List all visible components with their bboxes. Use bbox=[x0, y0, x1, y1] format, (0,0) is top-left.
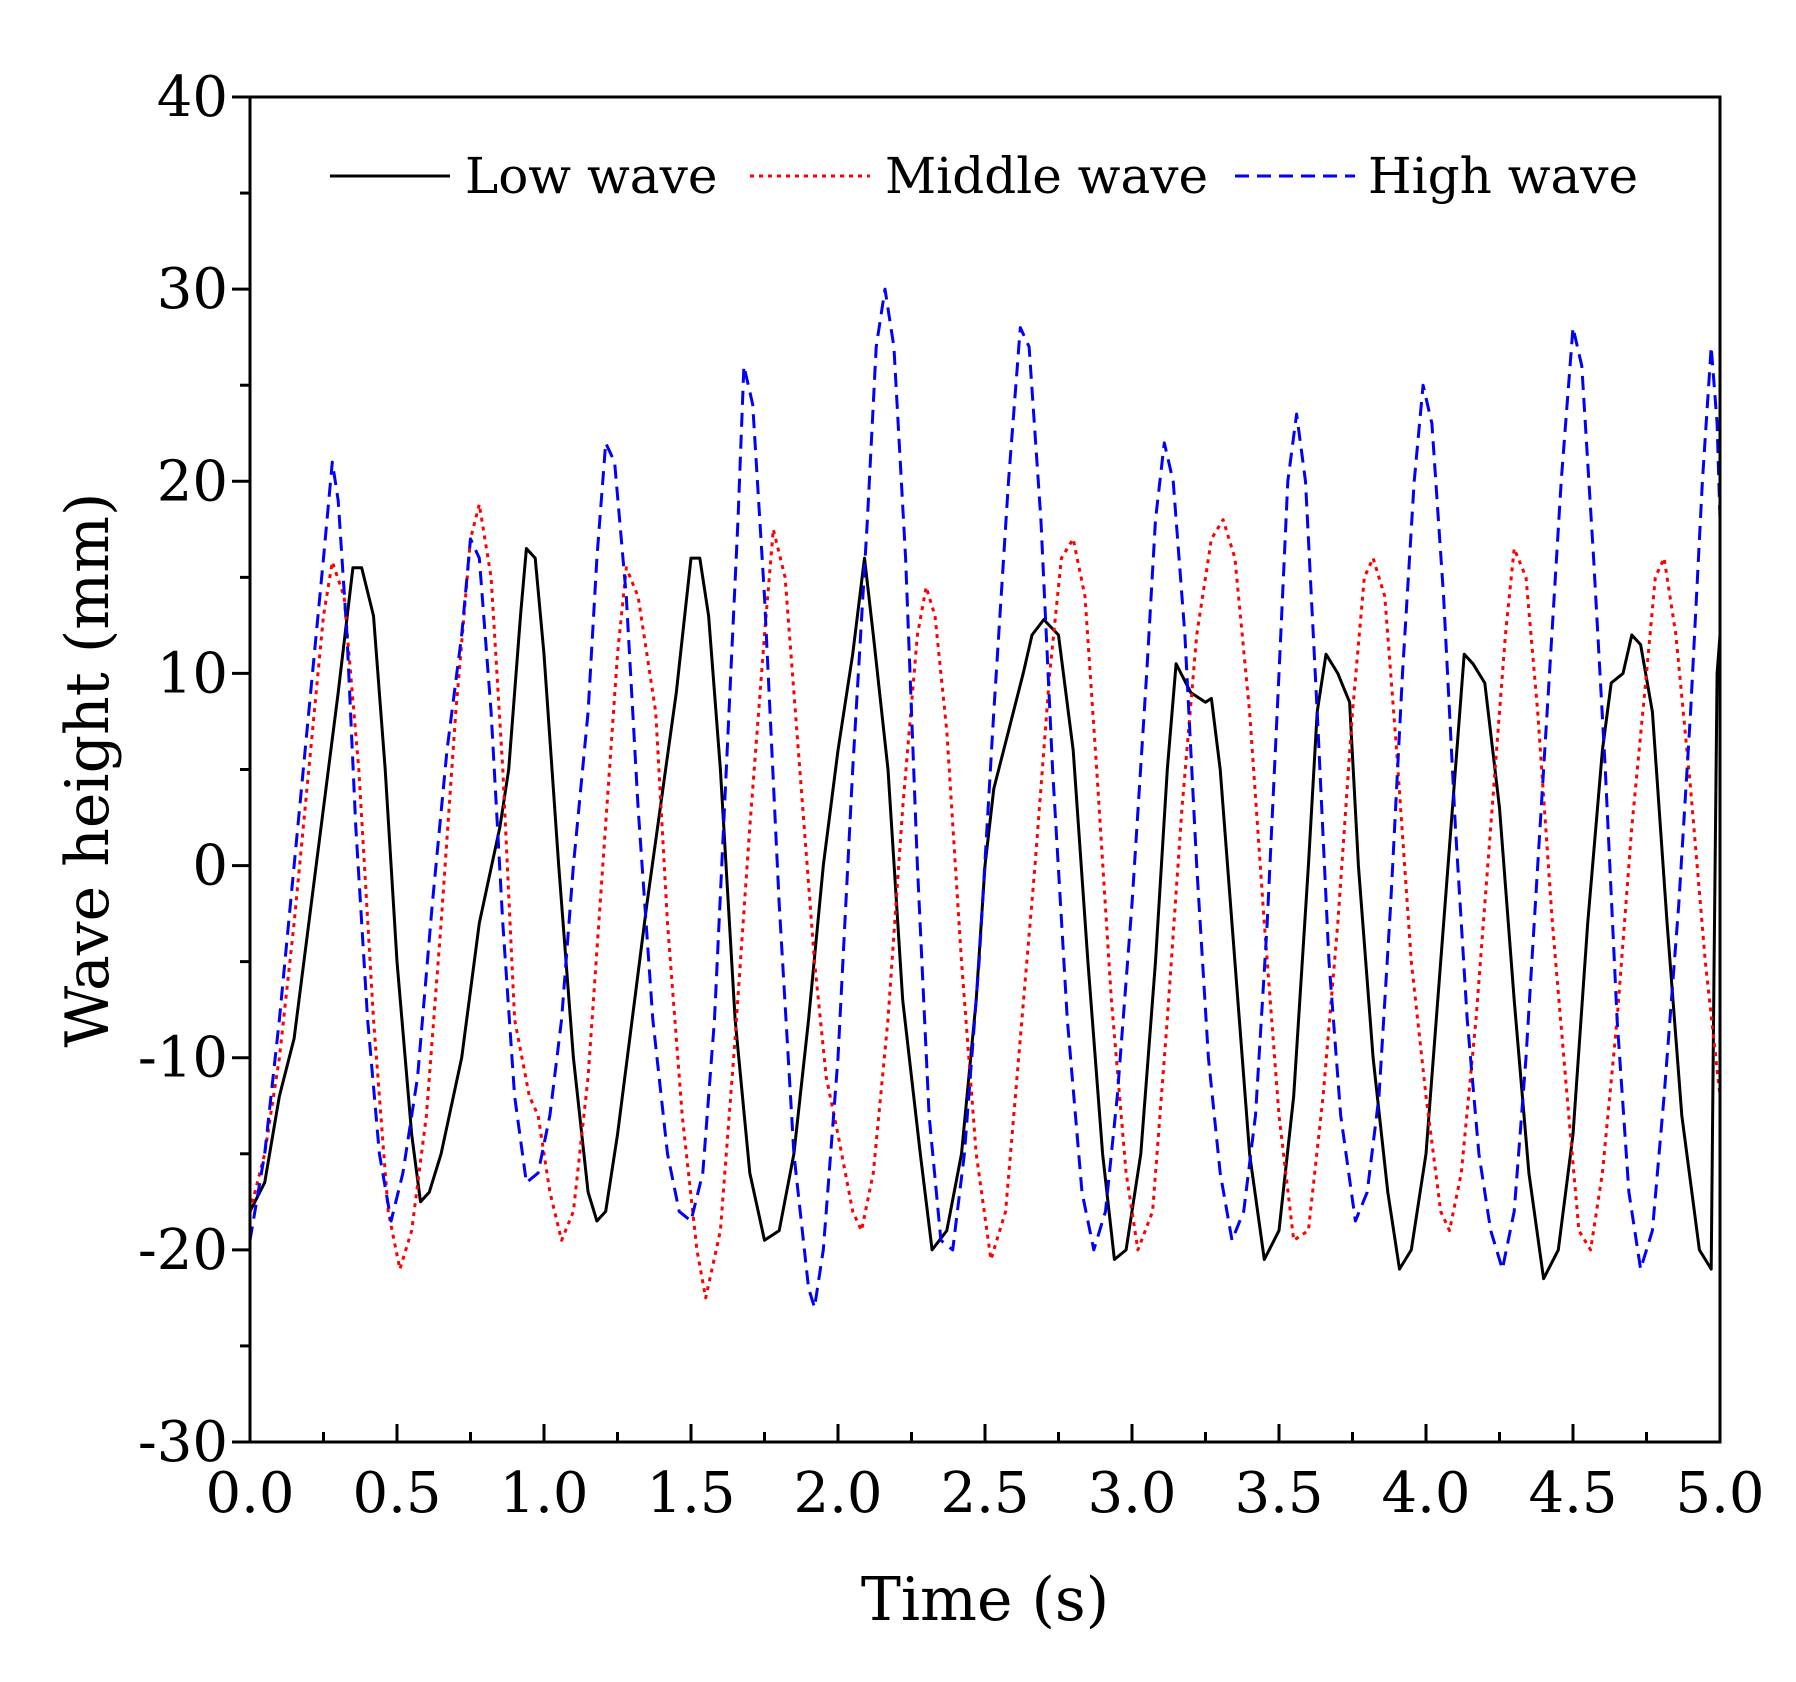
x-tick-label: 5.0 bbox=[1675, 1461, 1764, 1526]
x-tick-label: 4.0 bbox=[1381, 1461, 1470, 1526]
x-tick-label: 0.5 bbox=[352, 1461, 441, 1526]
x-tick-label: 3.0 bbox=[1087, 1461, 1176, 1526]
y-tick-label: -30 bbox=[138, 1410, 228, 1475]
x-tick-label: 2.0 bbox=[793, 1461, 882, 1526]
x-tick-label: 2.5 bbox=[940, 1461, 1029, 1526]
series-line-high-wave bbox=[248, 287, 1722, 1309]
legend-label: Middle wave bbox=[885, 147, 1208, 205]
y-axis-title: Wave height (mm) bbox=[53, 493, 123, 1048]
y-tick-label: -10 bbox=[138, 1026, 228, 1091]
y-tick-label: 0 bbox=[192, 834, 228, 899]
legend-label: High wave bbox=[1368, 147, 1638, 205]
legend: Low wave Middle wave High wave bbox=[330, 147, 1638, 205]
plot-frame bbox=[248, 95, 1722, 1444]
y-tick-label: 40 bbox=[157, 65, 228, 130]
x-tick-label: 1.0 bbox=[499, 1461, 588, 1526]
legend-label: Low wave bbox=[465, 147, 717, 205]
x-tick-label: 4.5 bbox=[1528, 1461, 1617, 1526]
series-layer bbox=[248, 287, 1722, 1309]
x-tick-label: 1.5 bbox=[646, 1461, 735, 1526]
axis-ticks: 0.0 0.5 1.0 1.5 2.0 2.5 3.0 3.5 4.0 4.5 5.0 -30 -20 -… bbox=[138, 65, 1765, 1526]
x-axis-title: Time (s) bbox=[861, 1565, 1109, 1635]
y-tick-label: 20 bbox=[157, 449, 228, 514]
series-line-middle-wave bbox=[248, 502, 1722, 1300]
x-tick-label: 0.0 bbox=[205, 1461, 294, 1526]
x-tick-label: 3.5 bbox=[1234, 1461, 1323, 1526]
y-tick-label: -20 bbox=[138, 1218, 228, 1283]
series-line-low-wave bbox=[248, 547, 1722, 1281]
y-tick-label: 10 bbox=[157, 641, 228, 706]
y-tick-label: 30 bbox=[157, 257, 228, 322]
